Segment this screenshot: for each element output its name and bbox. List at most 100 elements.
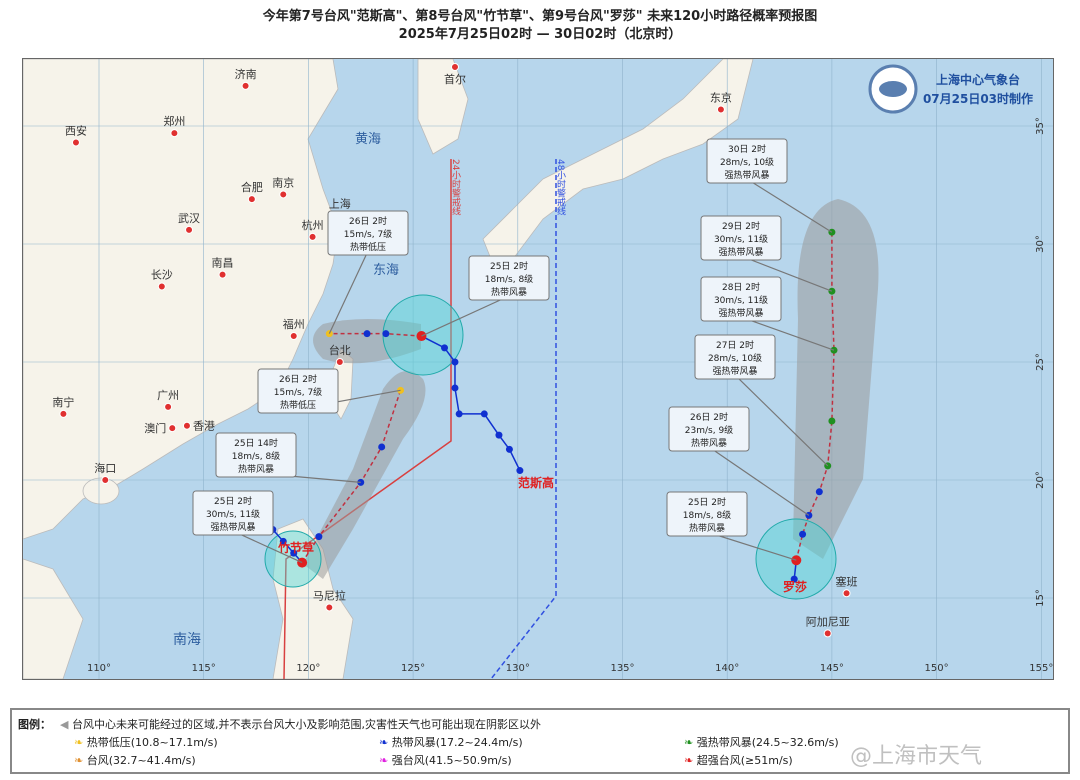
forecast-track [329,332,422,337]
box-frame [668,406,750,452]
city-label: 首尔 [444,72,466,86]
lon-tick: 125° [401,663,425,674]
sea-label-south: 南海 [173,632,201,648]
forecast-point[interactable] [378,443,386,451]
lat-tick: 30° [1035,235,1046,253]
box-text: 26日 2时 [690,411,728,423]
typhoon-symbol-icon: ❧ [74,754,84,767]
city-label: 马尼拉 [313,588,346,602]
legend-item-label: 热带低压(10.8~17.1m/s) [86,736,218,749]
city-label: 东京 [710,90,732,104]
lat-tick: 15° [1035,589,1046,607]
legend-item-label: 超强台风(≥51m/s) [696,754,793,767]
legend-item: ❧ 热带风暴(17.2~24.4m/s) [379,734,523,750]
box-text: 热带低压 [350,241,386,253]
legend-item: ❧ 超强台风(≥51m/s) [684,752,793,768]
lon-tick: 130° [506,663,530,674]
legend-item: ❧ 强台风(41.5~50.9m/s) [379,752,512,768]
box-text: 27日 2时 [716,339,754,351]
legend-item: ❧ 热带低压(10.8~17.1m/s) [74,734,218,750]
typhoon-name: 范斯高 [518,475,554,490]
warning-line-24h-label: 24小时警戒线 [450,159,461,215]
forecast-point[interactable] [805,511,813,519]
agency-made-time: 07月25日03时制作 [923,91,1033,106]
city-marker [842,589,851,598]
city-marker [716,105,725,114]
legend-item-label: 强热带风暴(24.5~32.6m/s) [696,736,839,749]
forecast-point[interactable] [363,330,371,338]
lon-tick: 155° [1029,663,1053,674]
lat-tick: 25° [1035,353,1046,371]
box-text: 28m/s, 10级 [720,156,774,168]
box-text: 18m/s, 8级 [232,450,280,462]
city-label: 南宁 [52,395,74,409]
legend-heading: 图例： [18,718,51,731]
past-point[interactable] [451,358,459,366]
forecast-point[interactable] [799,530,807,538]
city-label: 海口 [94,461,116,475]
legend-item: ❧ 强热带风暴(24.5~32.6m/s) [684,734,839,750]
past-point[interactable] [451,384,459,392]
city-marker [308,232,317,241]
city-marker [289,332,298,341]
callout-pointer [706,531,797,561]
box-frame [706,138,788,184]
city-marker [164,402,173,411]
box-frame [700,215,782,261]
city-label: 香港 [193,420,215,433]
axis-ticks: 110° 115° 120° 125° 130° 135° 140° 145° 150° 155°… [87,117,1053,674]
past-point[interactable] [455,410,463,418]
watermark: @上海市天气 [850,744,983,769]
warning-line-48h [490,159,557,679]
past-point[interactable] [279,537,287,545]
subtitle-text: 2025年7月25日02时 — 30日02时（北京时） [398,27,682,42]
city-label: 上海 [329,197,351,211]
typhoon-symbol-icon: ❧ [379,754,389,767]
past-point[interactable] [480,410,488,418]
forecast-point[interactable] [828,287,836,295]
map-title: 今年第7号台风"范斯高"、第8号台风"竹节草"、第9号台风"罗莎" 未来120小… [0,8,1080,44]
past-point[interactable] [790,575,798,583]
city-marker [170,129,179,138]
box-text: 热带风暴 [238,463,274,475]
typhoon-symbol-icon: ❧ [379,736,389,749]
legend-item: ❧ 台风(32.7~41.4m/s) [74,752,196,768]
agency-logo [868,64,918,114]
forecast-point[interactable] [382,330,390,338]
warning-line-48h-label: 48小时警戒线 [555,159,566,215]
typhoon-name: 罗莎 [783,579,807,594]
sea-label-yellow: 黄海 [355,132,381,147]
city-marker [450,63,459,71]
past-point[interactable] [516,467,524,475]
legend-item-label: 台风(32.7~41.4m/s) [86,754,196,767]
box-frame [700,276,782,322]
past-point[interactable] [441,344,449,352]
box-text: 热带风暴 [491,286,527,298]
forecast-point[interactable] [828,417,836,425]
forecast-point[interactable] [815,488,823,496]
past-point[interactable] [505,445,513,453]
city-marker [59,409,68,418]
past-point[interactable] [495,431,503,439]
forecast-point[interactable] [315,533,323,541]
box-text: 15m/s, 7级 [344,228,392,240]
lon-tick: 140° [715,663,739,674]
lon-tick: 115° [192,663,216,674]
city-marker [325,603,334,612]
city-label: 西安 [65,124,87,138]
city-marker [71,138,80,147]
box-frame [666,491,748,537]
box-frame [468,255,550,301]
typhoon-name: 竹节草 [277,540,314,555]
box-text: 29日 2时 [722,220,760,232]
sea-label-east: 东海 [373,263,399,278]
past-point[interactable] [290,549,298,557]
lon-tick: 120° [296,663,320,674]
typhoon-map[interactable]: 范斯高 竹节草 罗莎 济南 西安 郑州 合肥 南京 武汉 上海 杭州 长沙 南昌 福州 广州 香港 澳门 南宁海… [22,58,1054,680]
